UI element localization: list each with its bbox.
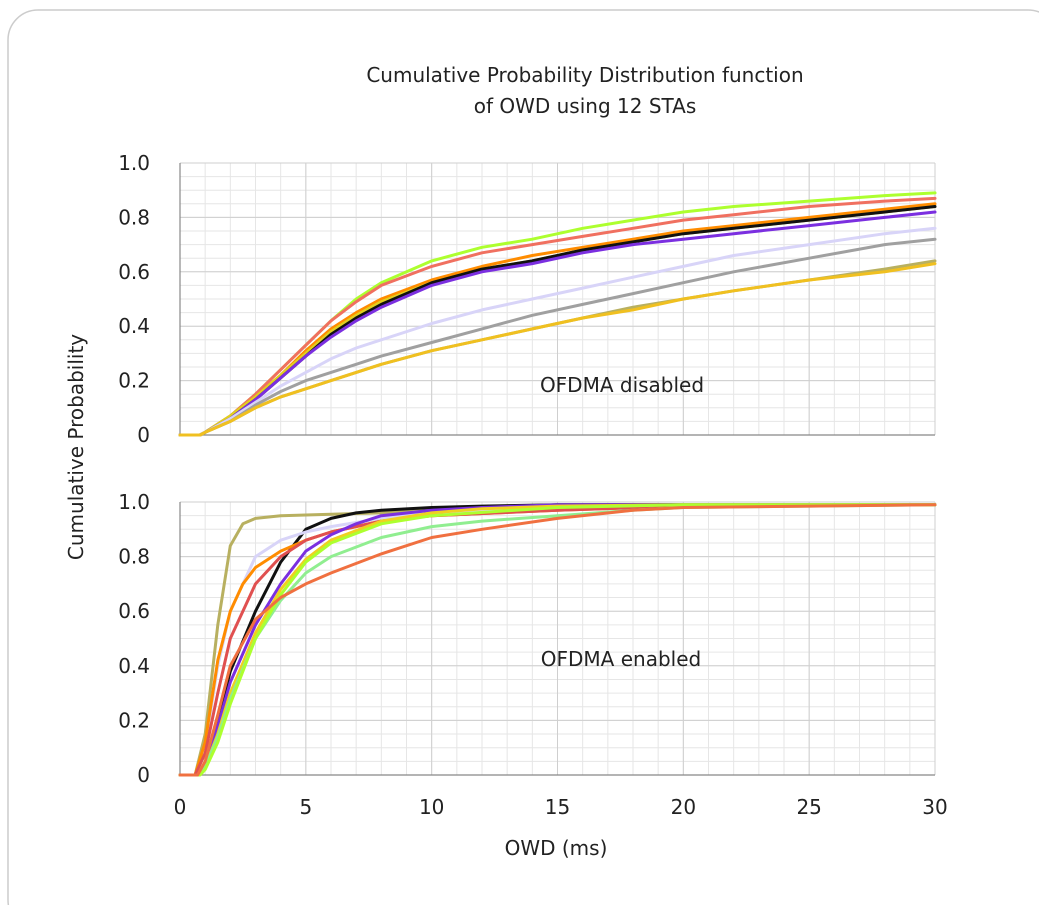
- y-axis-label: Cumulative Probability: [64, 334, 88, 560]
- x-tick-label: 25: [796, 795, 821, 819]
- chart-title-line1: Cumulative Probability Distribution func…: [366, 63, 803, 87]
- y-tick-label: 0: [137, 763, 150, 787]
- series-line: [178, 262, 937, 437]
- x-tick-label: 10: [419, 795, 444, 819]
- x-tick-label: 20: [671, 795, 696, 819]
- y-tick-label: 1.0: [118, 490, 150, 514]
- panel-top-tick-labels: 0 0.2 0.4 0.6 0.8 1.0: [118, 151, 150, 447]
- y-tick-label: 0: [137, 423, 150, 447]
- y-tick-label: 0.8: [118, 545, 150, 569]
- chart-title-line2: of OWD using 12 STAs: [474, 94, 697, 118]
- figure-frame: [7, 9, 1039, 905]
- y-tick-label: 0.2: [118, 708, 150, 732]
- panel-ofdma-enabled: 0 0.2 0.4 0.6 0.8 1.0 0 5 10 15 20 25 30 OFDMA enabl…: [118, 490, 948, 819]
- y-tick-label: 1.0: [118, 151, 150, 175]
- y-tick-label: 0.6: [118, 599, 150, 623]
- y-tick-label: 0.8: [118, 205, 150, 229]
- panel-bottom-series: [178, 503, 937, 777]
- panel-bottom-grid: [179, 501, 936, 776]
- panel-bottom-axes: [179, 502, 935, 776]
- x-axis-label: OWD (ms): [505, 836, 608, 860]
- x-tick-label: 15: [545, 795, 570, 819]
- panel-top-annotation: OFDMA disabled: [540, 373, 704, 397]
- series-line: [178, 503, 937, 777]
- series-line: [178, 503, 937, 777]
- panel-top-series: [178, 191, 937, 437]
- x-tick-label: 30: [922, 795, 947, 819]
- panel-top-axes: [179, 163, 935, 436]
- x-tick-label: 5: [299, 795, 312, 819]
- y-tick-label: 0.4: [118, 314, 150, 338]
- x-tick-label: 0: [174, 795, 187, 819]
- panel-bottom-tick-labels: 0 0.2 0.4 0.6 0.8 1.0 0 5 10 15 20 25 30: [118, 490, 948, 819]
- y-tick-label: 0.6: [118, 260, 150, 284]
- y-tick-label: 0.2: [118, 369, 150, 393]
- series-line: [178, 226, 937, 437]
- panel-ofdma-disabled: 0 0.2 0.4 0.6 0.8 1.0 OFDMA disabled: [118, 151, 937, 447]
- y-tick-label: 0.4: [118, 654, 150, 678]
- series-line: [178, 503, 937, 777]
- panel-bottom-annotation: OFDMA enabled: [541, 647, 701, 671]
